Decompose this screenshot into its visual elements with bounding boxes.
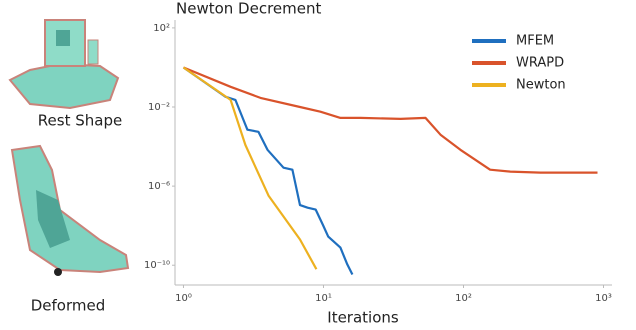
chart-title: Newton Decrement <box>176 0 321 18</box>
y-tick-label: 10⁻² <box>148 102 170 113</box>
deformed-render <box>12 146 128 276</box>
rest-shape-caption: Rest Shape <box>38 112 122 130</box>
y-tick-label: 10⁻⁶ <box>148 181 170 192</box>
x-tick-label: 10³ <box>595 293 612 304</box>
series-line <box>184 68 317 270</box>
x-tick-label: 10² <box>455 293 472 304</box>
y-tick-label: 10⁻¹⁰ <box>144 260 170 271</box>
figure: Rest Shape Deformed Newton Decrement Ite… <box>0 0 636 330</box>
legend-label: MFEM <box>516 34 554 49</box>
legend-label: Newton <box>516 78 566 93</box>
rest-shape-render <box>10 20 118 108</box>
legend-label: WRAPD <box>516 56 564 71</box>
x-tick-label: 10⁰ <box>175 293 192 304</box>
x-axis-label: Iterations <box>327 309 399 327</box>
x-tick-label: 10¹ <box>315 293 332 304</box>
y-tick-label: 10² <box>153 23 170 34</box>
deformed-caption: Deformed <box>31 297 106 315</box>
